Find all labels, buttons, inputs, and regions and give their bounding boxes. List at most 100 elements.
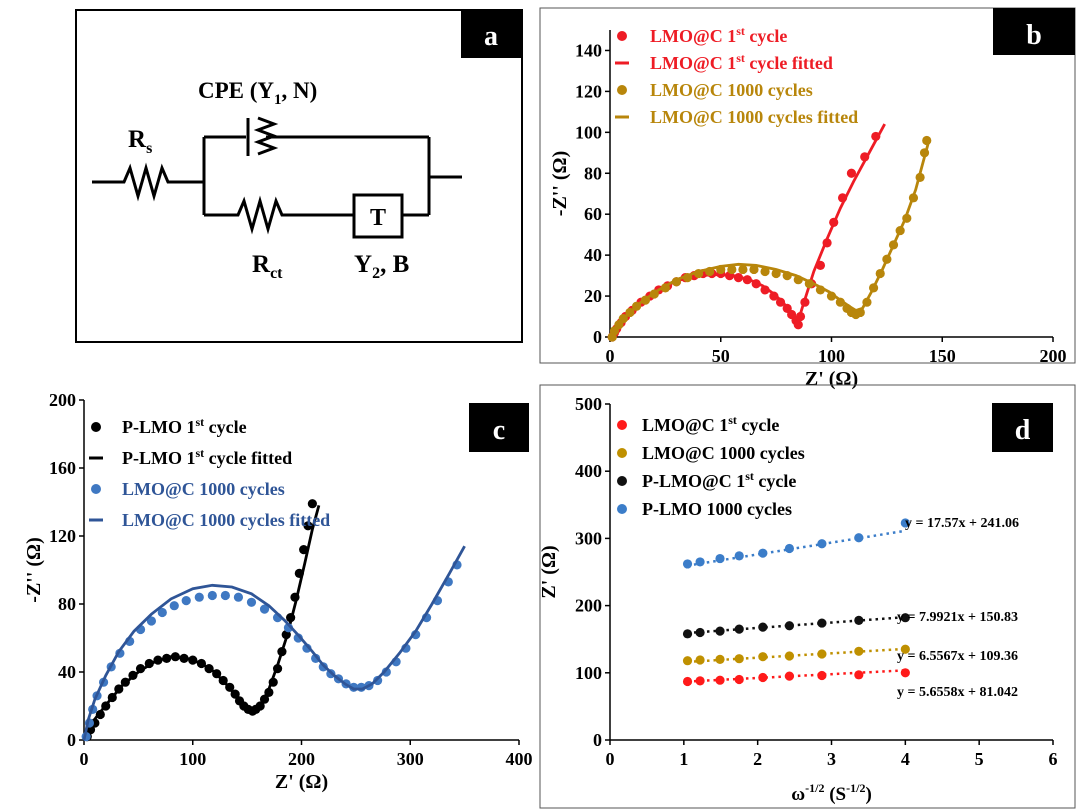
series-line: [608, 140, 931, 338]
t-element-label: T: [370, 205, 386, 231]
data-point: [307, 499, 317, 509]
legend-label: P-LMO 1st cycle fitted: [122, 446, 292, 468]
data-point: [784, 621, 795, 631]
data-point: [784, 651, 795, 661]
data-point: [900, 644, 910, 654]
data-point: [727, 264, 737, 275]
y-tick-label: 300: [575, 528, 602, 548]
legend-dot-marker: [617, 85, 627, 95]
y-tick-label: 200: [49, 390, 76, 410]
data-point: [682, 656, 693, 666]
rs-label: Rs: [128, 126, 152, 157]
circuit-wires: [92, 116, 462, 239]
data-point: [758, 622, 768, 632]
legend-label: LMO@C 1000 cycles: [642, 443, 805, 463]
y-tick-label: 20: [584, 286, 602, 306]
data-point: [854, 670, 864, 680]
data-point: [246, 597, 257, 607]
legend-label: P-LMO 1000 cycles: [642, 499, 792, 519]
resistor-rct: [204, 195, 354, 235]
x-tick-label: 5: [975, 749, 984, 769]
data-point: [169, 601, 179, 611]
x-tick-label: 400: [506, 749, 533, 769]
data-point: [715, 626, 725, 636]
resistor-rs: [92, 162, 204, 202]
data-point: [146, 616, 157, 626]
y-tick-label: 140: [575, 40, 602, 60]
data-point: [682, 629, 693, 639]
legend-label: LMO@C 1000 cycles fitted: [650, 107, 858, 127]
panel-c-label: c: [493, 415, 505, 446]
y-tick-label: 80: [58, 594, 76, 614]
data-point: [734, 624, 744, 634]
x-tick-label: 0: [606, 346, 615, 366]
trendline-equation: y = 5.6558x + 81.042: [897, 685, 1018, 700]
legend-dot-marker: [91, 484, 101, 494]
data-point: [758, 652, 768, 662]
panel-c: 0 100 200 300 400 0 40 80 120 160 200 c P-LMO 1st cy…: [23, 390, 533, 793]
legend-dot-marker: [617, 504, 627, 514]
y-tick-label: 500: [575, 394, 602, 414]
data-point: [784, 543, 795, 554]
panel-b: 0 50 100 150 200 0 20 40 60 80 100 120 140 b LMO@C 1st…: [539, 7, 1076, 390]
panel-b-frame: [539, 7, 1076, 364]
y-tick-label: 120: [575, 81, 602, 101]
data-point: [854, 615, 864, 625]
x-tick-label: 200: [1040, 346, 1067, 366]
legend-dot-marker: [617, 420, 627, 430]
data-point: [715, 675, 725, 685]
series-line: [82, 505, 321, 741]
data-point: [682, 559, 693, 569]
data-point: [695, 655, 705, 665]
panel-b-label-box: [993, 8, 1075, 55]
data-point: [900, 518, 910, 528]
x-tick-label: 50: [712, 346, 730, 366]
legend-dot-marker: [617, 448, 627, 458]
y-tick-label: 0: [593, 730, 602, 750]
trendline-equation: y = 7.9921x + 150.83: [897, 610, 1018, 625]
data-point: [695, 557, 705, 567]
x-tick-label: 300: [397, 749, 424, 769]
panel-d-label: d: [1015, 415, 1031, 446]
x-axis-title: ω-1/2 (S-1/2): [791, 781, 872, 805]
x-tick-label: 0: [80, 749, 89, 769]
y-tick-label: 80: [584, 163, 602, 183]
data-point: [793, 320, 803, 330]
legend-label: LMO@C 1000 cycles fitted: [122, 510, 330, 530]
data-point: [854, 646, 864, 656]
data-point: [715, 654, 725, 664]
data-point: [695, 627, 705, 638]
data-point: [900, 668, 910, 678]
legend-dot-marker: [617, 31, 627, 41]
legend-label: LMO@C 1st cycle: [650, 24, 787, 46]
x-tick-label: 1: [679, 749, 688, 769]
data-point: [817, 618, 827, 628]
legend-label: LMO@C 1000 cycles: [650, 80, 813, 100]
rct-label: Rct: [252, 251, 283, 282]
data-point: [233, 592, 244, 602]
data-point: [784, 671, 795, 681]
data-point: [259, 604, 270, 614]
x-tick-label: 4: [901, 749, 910, 769]
y-axis-title: Z' (Ω): [538, 545, 560, 598]
data-point: [760, 266, 770, 277]
y-tick-label: 60: [584, 204, 602, 224]
x-tick-label: 2: [753, 749, 762, 769]
data-point: [749, 264, 759, 275]
y-axis-title: -Z'' (Ω): [23, 537, 45, 602]
x-tick-label: 6: [1049, 749, 1058, 769]
panel-c-label-box: [469, 403, 529, 452]
data-point: [817, 670, 827, 681]
x-tick-label: 100: [818, 346, 845, 366]
trendline: [687, 529, 906, 567]
y-tick-label: 120: [49, 526, 76, 546]
data-point: [303, 521, 313, 531]
x-tick-label: 3: [827, 749, 836, 769]
data-point: [734, 654, 744, 664]
y-tick-label: 0: [593, 327, 602, 347]
x-axis-title: Z' (Ω): [275, 771, 328, 793]
legend-dot-marker: [91, 422, 101, 432]
data-point: [817, 649, 827, 659]
data-point: [381, 667, 391, 677]
